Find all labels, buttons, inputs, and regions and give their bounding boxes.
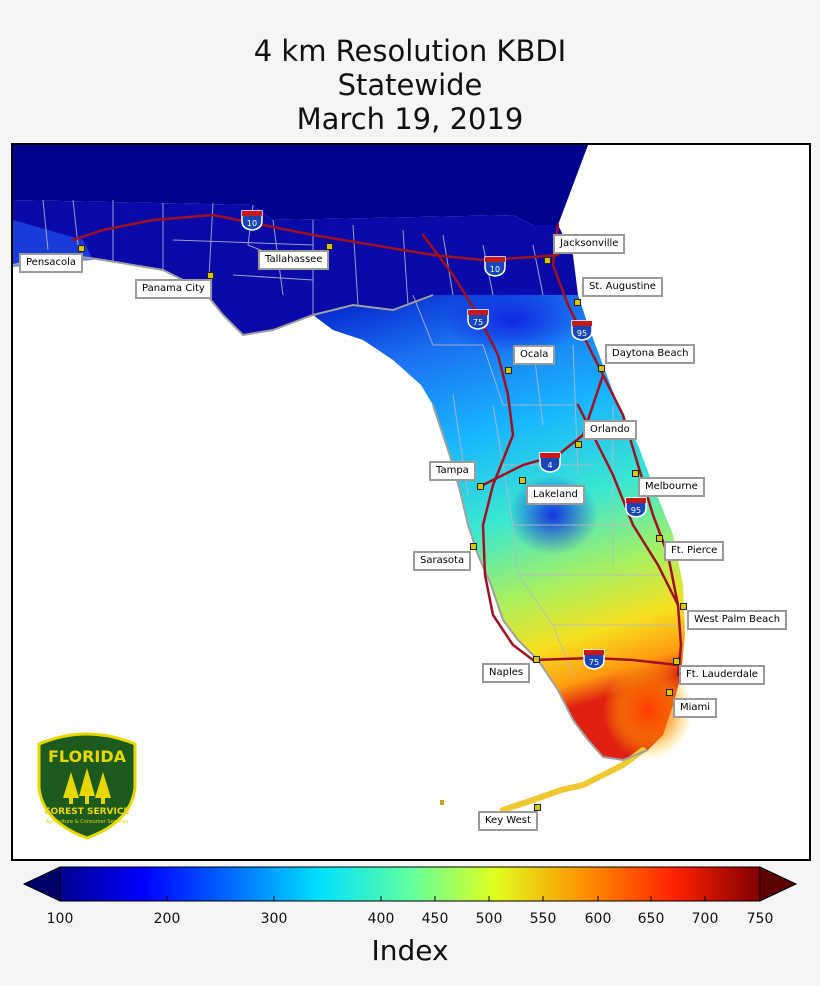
city-marker	[326, 243, 333, 250]
city-marker	[534, 804, 541, 811]
colorbar-tick-label: 500	[475, 911, 503, 927]
city-marker	[666, 689, 673, 696]
city-marker	[574, 299, 581, 306]
city-label-melbourne: Melbourne	[638, 477, 705, 497]
city-label-key-west: Key West	[478, 811, 538, 831]
logo-text-agriculture: Agriculture & Consumer Services	[46, 819, 129, 825]
city-marker	[207, 272, 214, 279]
city-marker	[78, 245, 85, 252]
colorbar-tick-label: 700	[691, 911, 719, 927]
city-label-pensacola: Pensacola	[19, 253, 84, 273]
colorbar-tick-label: 650	[637, 911, 665, 927]
title-line-1: 4 km Resolution KBDI	[253, 34, 567, 68]
city-label-sarasota: Sarasota	[413, 551, 472, 571]
colorbar-tick-label: 100	[46, 911, 74, 927]
shield-number: 75	[589, 658, 599, 667]
cool-area-north	[443, 285, 583, 355]
city-label-ft-pierce: Ft. Pierce	[664, 541, 725, 561]
city-marker	[533, 656, 540, 663]
colorbar-tick-label: 300	[260, 911, 288, 927]
interstate-shield-icon: 4	[538, 451, 562, 473]
colorbar-tick-label: 400	[367, 911, 395, 927]
city-label-miami: Miami	[673, 698, 718, 718]
city-marker	[680, 603, 687, 610]
shield-number: 95	[631, 506, 641, 515]
colorbar-max-arrow	[759, 866, 798, 902]
city-label-orlando: Orlando	[583, 420, 637, 440]
dry-tortugas	[440, 800, 444, 805]
interstate-shield-icon: 10	[240, 209, 264, 231]
city-label-daytona-beach: Daytona Beach	[605, 344, 696, 364]
colorbar-tick-label: 750	[746, 911, 774, 927]
city-label-jacksonville: Jacksonville	[553, 234, 626, 254]
i75-route	[421, 233, 535, 662]
city-marker	[519, 477, 526, 484]
colorbar-gradient	[59, 866, 761, 902]
city-marker	[470, 543, 477, 550]
city-marker	[544, 257, 551, 264]
city-marker	[477, 483, 484, 490]
city-label-ft-lauderdale: Ft. Lauderdale	[679, 665, 765, 685]
shield-number: 95	[577, 329, 587, 338]
hot-area-miami	[603, 660, 693, 760]
city-label-west-palm-beach: West Palm Beach	[687, 610, 788, 630]
city-marker	[598, 365, 605, 372]
pine-trees-icon	[63, 768, 111, 804]
logo-text-forest-service: FOREST SERVICE	[44, 807, 129, 817]
shield-number: 4	[547, 461, 552, 470]
i95-route	[551, 223, 683, 677]
city-marker	[673, 658, 680, 665]
city-label-tallahassee: Tallahassee	[258, 250, 330, 270]
shield-number: 75	[473, 318, 483, 327]
interstate-shield-icon: 75	[466, 308, 490, 330]
interstate-shield-icon: 95	[570, 319, 594, 341]
city-label-ocala: Ocala	[513, 345, 556, 365]
city-label-naples: Naples	[482, 663, 531, 683]
city-marker	[505, 367, 512, 374]
alligator-alley	[531, 656, 680, 667]
colorbar-tick-label: 600	[584, 911, 612, 927]
city-label-panama-city: Panama City	[135, 279, 212, 299]
city-marker	[575, 441, 582, 448]
city-label-lakeland: Lakeland	[526, 485, 585, 505]
title-line-2: Statewide	[337, 68, 483, 102]
city-marker	[656, 535, 663, 542]
logo-text-florida: FLORIDA	[48, 747, 127, 766]
florida-forest-service-logo: FLORIDA FOREST SERVICE Agriculture & Con…	[33, 730, 141, 844]
map-frame: 10 10 75 95 4 95 75 Pensacola Panama Cit…	[11, 143, 811, 861]
title-line-3: March 19, 2019	[296, 102, 524, 136]
colorbar-title: Index	[371, 934, 449, 967]
interstate-shield-icon: 75	[582, 648, 606, 670]
colorbar-tick-label: 450	[421, 911, 449, 927]
interstate-shield-icon: 95	[624, 496, 648, 518]
colorbar	[22, 865, 798, 905]
colorbar-min-arrow	[22, 866, 61, 902]
interstate-shield-icon: 10	[483, 255, 507, 277]
shield-number: 10	[490, 265, 500, 274]
florida-keys	[500, 747, 646, 813]
map-title: 4 km Resolution KBDI Statewide March 19,…	[0, 34, 820, 136]
colorbar-tick-label: 200	[153, 911, 181, 927]
city-marker	[632, 470, 639, 477]
colorbar-tick-label: 550	[529, 911, 557, 927]
florida-kbdi-map	[13, 145, 693, 813]
city-label-st-augustine: St. Augustine	[582, 277, 663, 297]
shield-number: 10	[247, 219, 257, 228]
northern-region	[13, 145, 588, 225]
city-label-tampa: Tampa	[429, 461, 476, 481]
